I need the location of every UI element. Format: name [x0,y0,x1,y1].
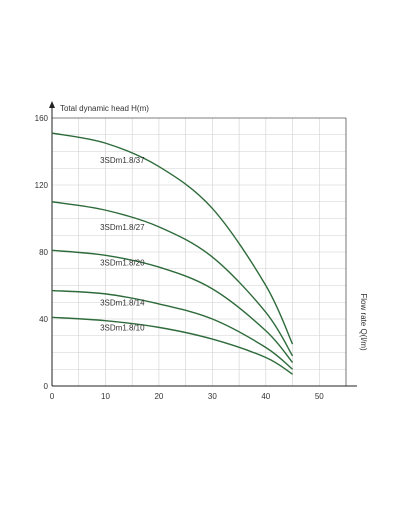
tick-labels: 0 40 80 120 160 0 10 20 30 40 50 [35,114,325,401]
y-tick-label: 120 [35,181,49,190]
series-label: 3SDm1.8/27 [100,223,145,232]
series-line [51,132,294,345]
x-tick-label: 20 [154,392,163,401]
axes [49,101,357,387]
x-tick-label: 40 [261,392,270,401]
series-line [51,289,293,370]
series-label: 3SDm1.8/37 [100,156,145,165]
plot-frame [52,117,347,386]
series-curves [51,132,294,375]
series-label: 3SDm1.8/10 [100,324,145,333]
series-line [51,316,293,375]
series-label: 3SDm1.8/20 [100,258,145,267]
x-tick-label: 10 [101,392,110,401]
y-axis-title: Total dynamic head H(m) [60,104,149,113]
series-labels: 3SDm1.8/37 3SDm1.8/27 3SDm1.8/20 3SDm1.8/14… [100,156,145,333]
y-axis-arrow-icon [49,101,55,108]
series-label: 3SDm1.8/14 [100,299,145,308]
series-line [51,201,294,357]
y-tick-label: 160 [35,114,49,123]
grid [52,118,346,386]
x-axis-title: Flow rate Q(l/m) [359,293,368,351]
series-line [51,249,294,363]
x-tick-label: 30 [208,392,217,401]
x-tick-label: 0 [50,392,55,401]
y-tick-label: 0 [44,382,49,391]
x-tick-label: 50 [315,392,324,401]
y-tick-label: 40 [39,315,48,324]
y-tick-label: 80 [39,248,48,257]
